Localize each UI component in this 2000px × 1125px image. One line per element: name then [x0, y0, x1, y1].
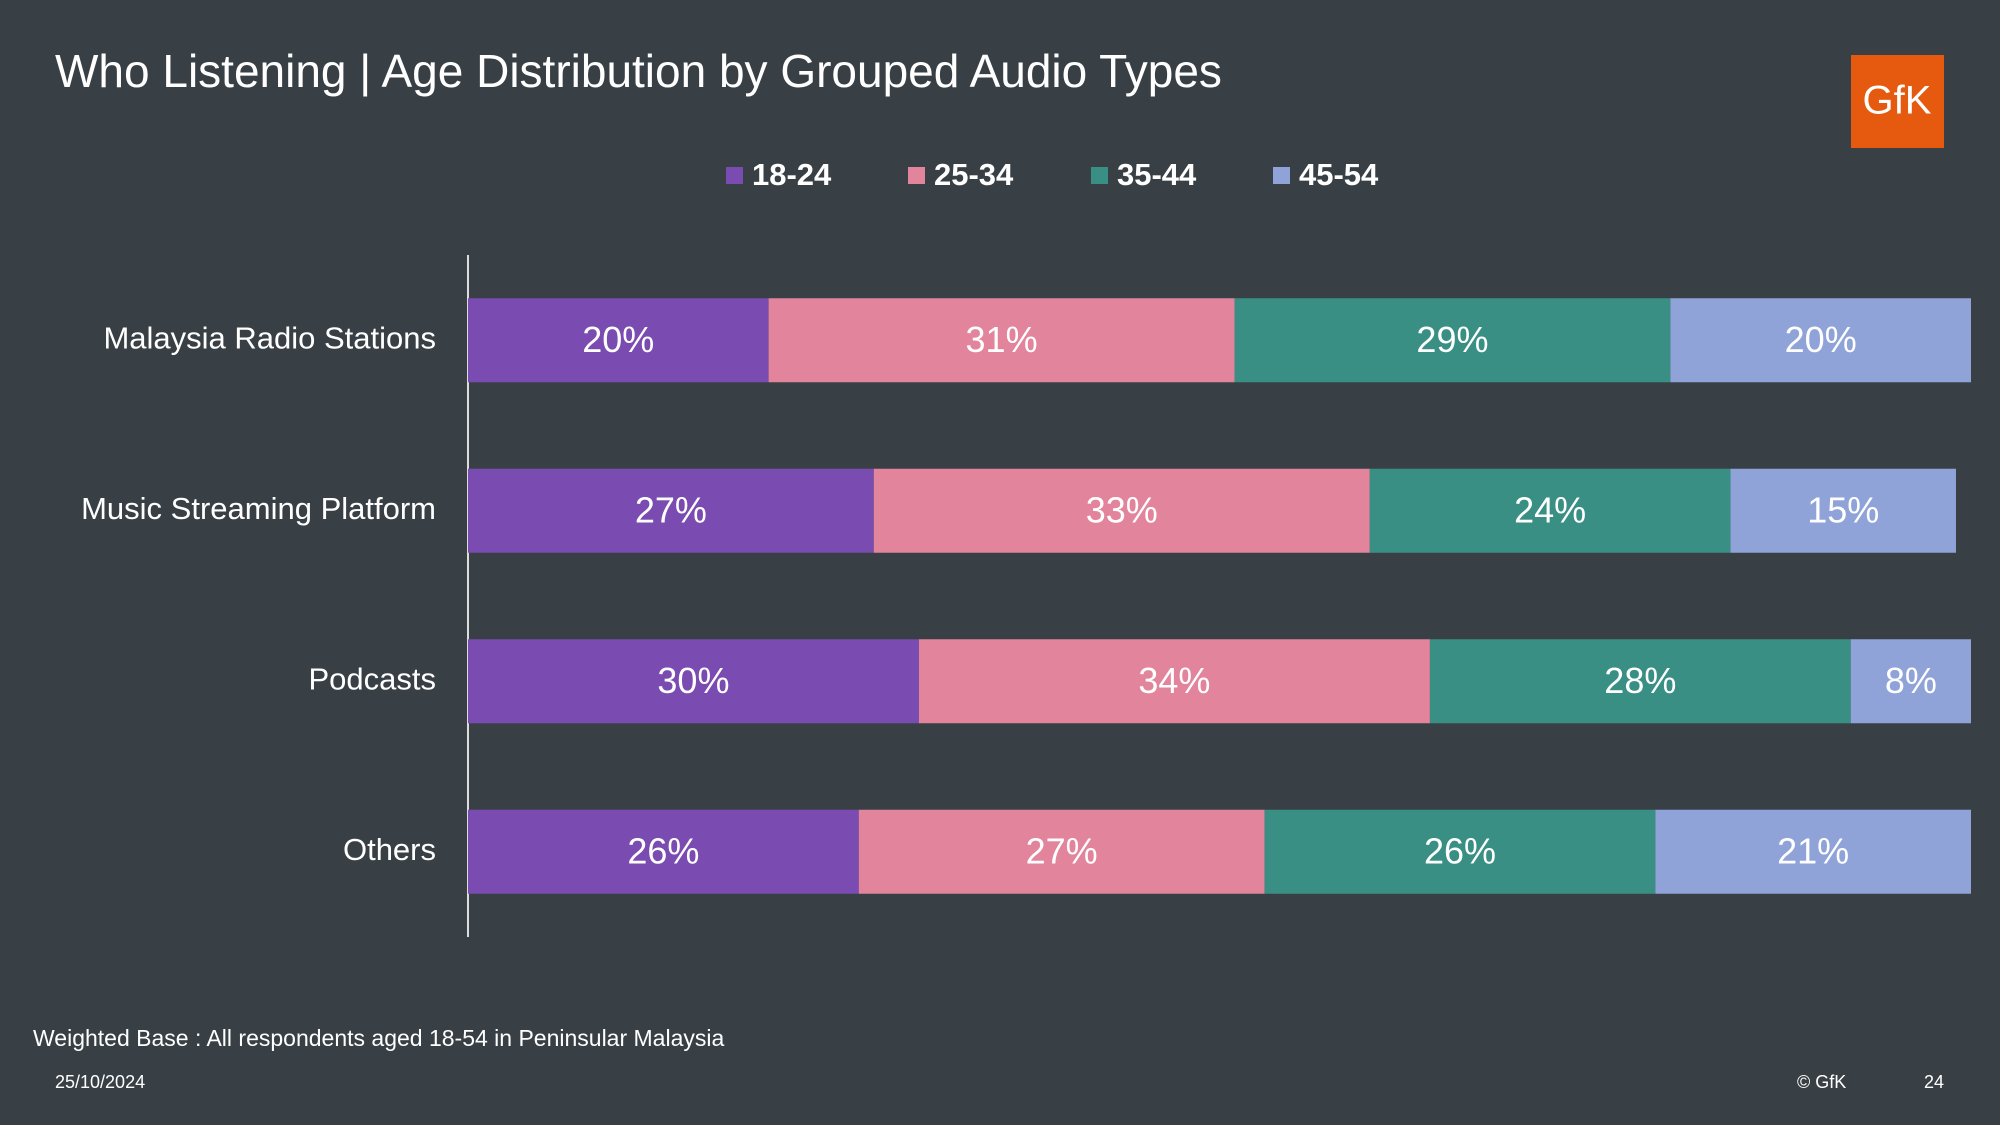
- legend-swatch: [1091, 167, 1108, 184]
- legend-label: 18-24: [752, 157, 832, 192]
- bar-segment: [468, 809, 859, 894]
- category-label: Others: [343, 832, 436, 867]
- bar-segment: [1234, 298, 1671, 383]
- logo: GfK: [1863, 79, 1932, 123]
- value-label: 30%: [657, 660, 729, 701]
- value-label: 26%: [627, 830, 699, 871]
- legend-label: 25-34: [934, 157, 1014, 192]
- bar-segment: [873, 468, 1370, 553]
- category-label: Malaysia Radio Stations: [103, 320, 436, 355]
- bar-segment: [468, 639, 919, 724]
- logo-box: [1851, 55, 1944, 148]
- copyright: © GfK: [1797, 1072, 1846, 1092]
- bar-segment: [1369, 468, 1731, 553]
- value-label: 15%: [1807, 489, 1879, 530]
- legend-swatch: [1273, 167, 1290, 184]
- legend-label: 45-54: [1299, 157, 1379, 192]
- base-note: Weighted Base : All respondents aged 18-…: [33, 1025, 724, 1051]
- value-label: 21%: [1777, 830, 1849, 871]
- bar-segment: [1655, 809, 1971, 894]
- category-label: Podcasts: [308, 661, 436, 696]
- bar-segment: [918, 639, 1430, 724]
- chart-title: Who Listening | Age Distribution by Grou…: [55, 45, 1222, 97]
- value-label: 27%: [1026, 830, 1098, 871]
- bar-segment: [468, 468, 874, 553]
- legend-swatch: [726, 167, 743, 184]
- bar-segment: [468, 298, 769, 383]
- value-label: 26%: [1424, 830, 1496, 871]
- value-label: 27%: [635, 489, 707, 530]
- value-label: 24%: [1514, 489, 1586, 530]
- bar-segment: [1429, 639, 1851, 724]
- legend-label: 35-44: [1117, 157, 1197, 192]
- value-label: 29%: [1416, 319, 1488, 360]
- bar-segment: [1850, 639, 1971, 724]
- page-number: 24: [1924, 1072, 1944, 1092]
- value-label: 31%: [966, 319, 1038, 360]
- value-label: 8%: [1885, 660, 1937, 701]
- bar-segment: [768, 298, 1235, 383]
- value-label: 34%: [1138, 660, 1210, 701]
- legend-swatch: [908, 167, 925, 184]
- category-label: Music Streaming Platform: [81, 491, 436, 526]
- value-label: 20%: [1785, 319, 1857, 360]
- bar-segment: [858, 809, 1265, 894]
- value-label: 33%: [1086, 489, 1158, 530]
- value-label: 20%: [582, 319, 654, 360]
- date: 25/10/2024: [55, 1072, 145, 1092]
- value-label: 28%: [1604, 660, 1676, 701]
- bar-segment: [1264, 809, 1656, 894]
- bar-segment: [1670, 298, 1971, 383]
- bar-segment: [1730, 468, 1956, 553]
